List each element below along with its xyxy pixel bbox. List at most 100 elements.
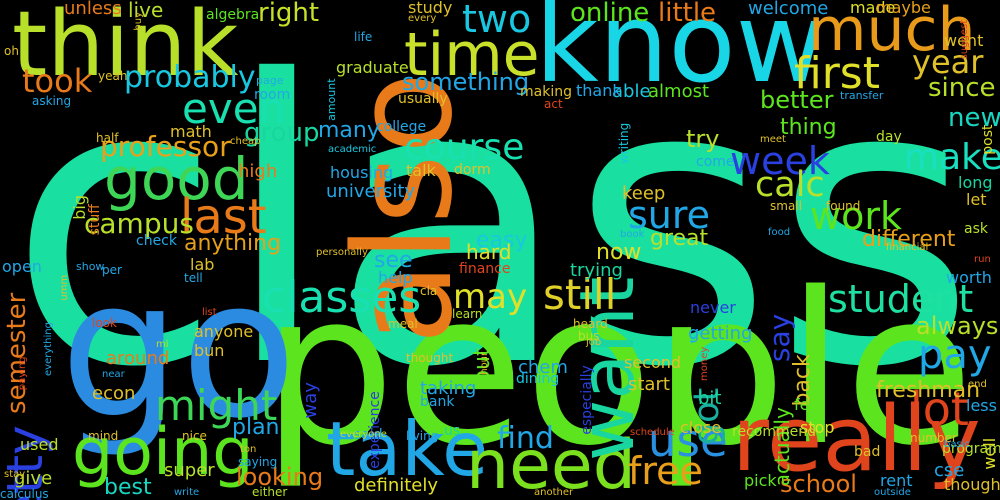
- cloud-word-let: let: [966, 190, 987, 209]
- cloud-word-study: study: [408, 0, 453, 17]
- cloud-word-give: give: [14, 468, 53, 489]
- cloud-word-page: page: [256, 74, 284, 87]
- cloud-word-calculus: calculus: [0, 487, 49, 500]
- cloud-word-might: might: [155, 381, 278, 430]
- cloud-word-stay: stay: [4, 469, 26, 480]
- cloud-word-sure: sure: [628, 193, 711, 237]
- cloud-word-better: better: [760, 86, 834, 114]
- cloud-word-paying: paying: [17, 356, 28, 391]
- cloud-word-thing: thing: [780, 115, 837, 140]
- cloud-word-definitely: definitely: [354, 475, 439, 496]
- cloud-word-mi: mi: [156, 339, 169, 350]
- cloud-word-pick: pick: [744, 471, 777, 490]
- cloud-word-great: great: [650, 226, 709, 251]
- cloud-word-financial: financial: [886, 242, 929, 253]
- cloud-word-much: much: [808, 0, 976, 65]
- cloud-word-near: near: [102, 369, 125, 380]
- cloud-word-little: little: [658, 0, 717, 28]
- cloud-word-freshman: freshman: [876, 378, 981, 403]
- cloud-word-nice: nice: [182, 429, 207, 443]
- cloud-word-feel: feel: [794, 395, 824, 414]
- cloud-word-taking: taking: [420, 378, 477, 399]
- cloud-word-long: long: [958, 173, 993, 192]
- cloud-word-making: making: [520, 84, 572, 100]
- cloud-word-everyone: everyone: [340, 429, 387, 440]
- cloud-word-chem: chem: [518, 357, 568, 378]
- cloud-word-umm: umm: [59, 274, 70, 301]
- cloud-word-week: week: [730, 139, 830, 183]
- cloud-word-usually: usually: [398, 91, 448, 107]
- cloud-word-though: though: [944, 475, 1000, 494]
- cloud-word-less: less: [966, 396, 997, 415]
- cloud-word-best: best: [104, 475, 152, 500]
- cloud-word-life: life: [354, 30, 373, 44]
- cloud-word-learn: learn: [452, 307, 483, 321]
- cloud-word-us: us: [444, 423, 461, 439]
- cloud-word-big: big: [70, 194, 89, 220]
- cloud-word-amount: amount: [325, 78, 338, 121]
- cloud-word-either: either: [252, 485, 288, 499]
- cloud-word-went: went: [944, 31, 984, 50]
- cloud-word-run: run: [974, 254, 991, 265]
- cloud-word-cse: cse: [934, 460, 965, 481]
- cloud-word-different: different: [862, 227, 956, 252]
- cloud-word-something: something: [402, 68, 530, 96]
- cloud-word-ton: ton: [240, 444, 257, 455]
- cloud-word-class: class: [8, 0, 977, 452]
- cloud-word-stop: stop: [800, 418, 835, 437]
- cloud-word-course: course: [404, 127, 525, 168]
- cloud-word-buy: buy: [133, 11, 144, 31]
- cloud-word-almost: almost: [648, 81, 710, 102]
- cloud-word-book: book: [620, 229, 645, 240]
- cloud-word-able: able: [612, 81, 651, 102]
- cloud-word-basic: basic: [944, 439, 970, 450]
- cloud-word-live: live: [128, 0, 164, 22]
- cloud-word-hard: hard: [466, 240, 512, 264]
- cloud-word-free: free: [628, 449, 703, 493]
- cloud-word-check: check: [136, 233, 177, 249]
- cloud-word-classes: classes: [262, 272, 422, 323]
- cloud-word-food: food: [768, 227, 791, 238]
- cloud-word-half: half: [96, 131, 119, 145]
- cloud-word-pay: pay: [918, 332, 992, 378]
- cloud-word-last: last: [180, 189, 267, 245]
- cloud-word-super: super: [164, 460, 215, 481]
- cloud-word-cla: cla: [420, 284, 438, 298]
- cloud-word-writing: writing: [617, 122, 631, 165]
- cloud-word-tell: tell: [184, 271, 203, 285]
- cloud-word-suggest: suggest: [959, 19, 970, 60]
- cloud-word-hour: hour: [479, 351, 490, 375]
- cloud-word-meet: meet: [760, 134, 786, 145]
- cloud-word-meal: meal: [388, 317, 418, 331]
- cloud-word-used: used: [20, 435, 59, 454]
- cloud-word-professor: professor: [100, 130, 231, 163]
- cloud-word-room: room: [254, 87, 291, 103]
- cloud-word-never: never: [690, 298, 736, 317]
- cloud-word-schedule: schedule: [630, 427, 675, 438]
- cloud-word-took: took: [22, 62, 93, 100]
- cloud-word-new: new: [948, 103, 1000, 133]
- cloud-word-saying: saying: [238, 455, 278, 469]
- cloud-word-said: said: [354, 427, 383, 443]
- cloud-word-make: make: [904, 137, 1000, 178]
- cloud-word-need: need: [466, 426, 636, 500]
- cloud-word-another: another: [534, 487, 574, 498]
- cloud-word-plan: plan: [232, 415, 280, 440]
- cloud-word-bun: bun: [194, 341, 225, 360]
- cloud-word-people: people: [262, 247, 974, 492]
- cloud-word-time: time: [404, 20, 540, 90]
- cloud-word-dining: dining: [516, 371, 560, 387]
- cloud-word-getting: getting: [688, 323, 753, 344]
- cloud-word-thank: thank: [576, 81, 622, 100]
- cloud-word-stuff: stuff: [87, 204, 103, 236]
- cloud-word-cheap: cheap: [230, 136, 261, 147]
- cloud-word-calc: calc: [755, 165, 825, 205]
- cloud-word-graduate: graduate: [336, 58, 409, 77]
- cloud-word-job: job: [586, 337, 602, 348]
- cloud-word-group: group: [244, 118, 320, 148]
- cloud-word-see: see: [374, 248, 413, 273]
- cloud-word-finance: finance: [459, 261, 511, 277]
- cloud-word-start: start: [628, 374, 670, 395]
- cloud-word-work: work: [810, 194, 902, 238]
- cloud-word-personally: personally: [316, 247, 368, 258]
